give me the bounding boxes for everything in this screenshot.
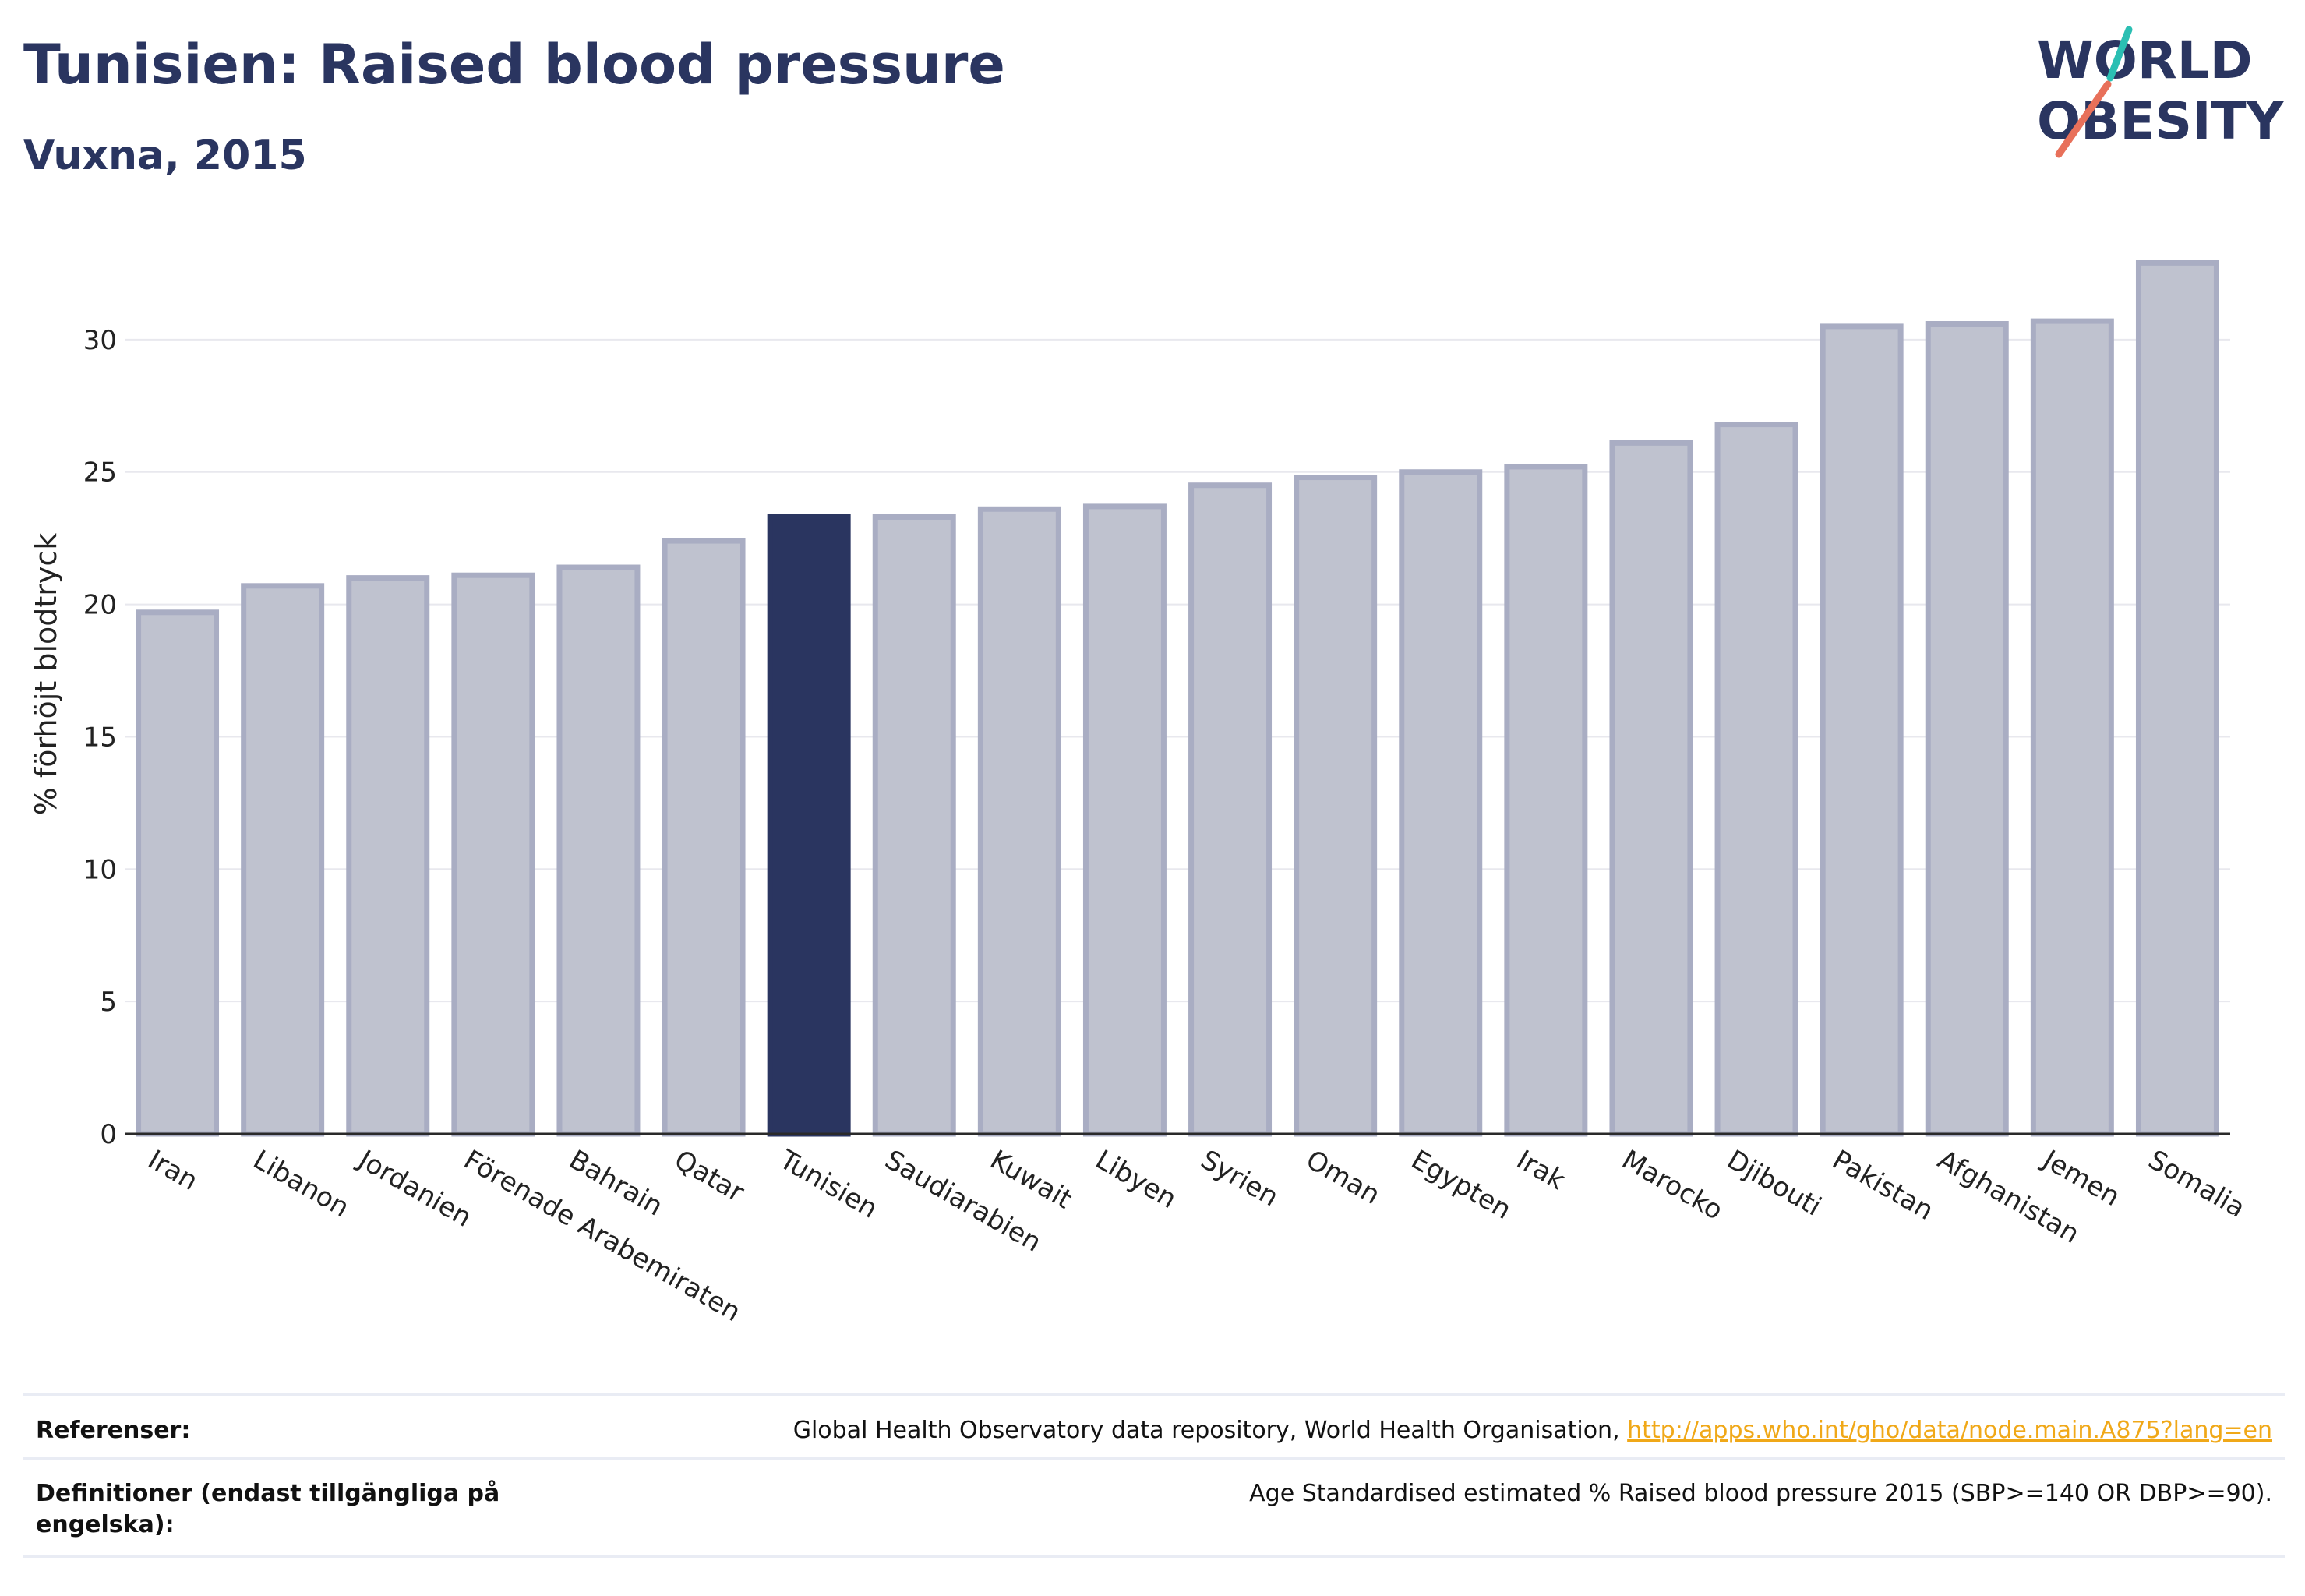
references-text: Global Health Observatory data repositor… <box>792 1417 1628 1444</box>
x-tick-label: Pakistan <box>1827 1144 1939 1227</box>
bar <box>977 506 1061 1137</box>
bar <box>662 538 746 1137</box>
bar <box>1399 469 1483 1137</box>
y-tick-label: 0 <box>100 1119 117 1150</box>
x-tick-label: Libyen <box>1090 1144 1181 1215</box>
bar <box>872 514 956 1137</box>
x-tick-label: Egypten <box>1406 1144 1516 1226</box>
x-tick-label: Somalia <box>2143 1144 2250 1224</box>
chart-subtitle: Vuxna, 2015 <box>23 132 307 179</box>
bar <box>2135 260 2219 1137</box>
y-axis-title: % förhöjt blodtryck <box>29 533 63 816</box>
bar <box>136 609 220 1137</box>
bar <box>1609 440 1693 1137</box>
definitions-label: Definitioner (endast tillgängliga på eng… <box>36 1480 500 1538</box>
bar <box>556 564 641 1137</box>
x-tick-label: Syrien <box>1195 1144 1283 1213</box>
y-tick-label: 25 <box>83 457 117 489</box>
x-tick-label: Oman <box>1301 1144 1385 1211</box>
bar-highlight <box>767 514 851 1137</box>
bar <box>2030 318 2114 1137</box>
bar <box>1082 503 1167 1137</box>
world-obesity-logo: WORLD OBESITY <box>2037 26 2285 158</box>
references-label: Referenser: <box>36 1417 191 1444</box>
x-tick-label: Tunisien <box>774 1144 883 1225</box>
grid-lines <box>125 338 2230 1003</box>
x-tick-label: Djibouti <box>1722 1144 1827 1223</box>
bar <box>1188 482 1273 1137</box>
footer-bottom-border <box>23 1555 2285 1558</box>
y-tick-label: 10 <box>83 854 117 885</box>
y-tick-label: 5 <box>100 987 117 1018</box>
bars <box>136 260 2219 1137</box>
bar <box>451 572 535 1137</box>
logo-slash-bottom <box>2055 80 2112 158</box>
y-tick-label: 20 <box>83 590 117 621</box>
bar <box>1714 422 1798 1137</box>
bar <box>1504 464 1588 1137</box>
bar <box>1925 321 2009 1137</box>
references-value: Global Health Observatory data repositor… <box>793 1415 2272 1446</box>
references-row: Referenser: Global Health Observatory da… <box>23 1393 2285 1460</box>
x-tick-label: Irak <box>1511 1144 1570 1196</box>
x-tick-label: Marocko <box>1616 1144 1728 1227</box>
definitions-row: Definitioner (endast tillgängliga på eng… <box>23 1457 2285 1558</box>
x-tick-label: Libanon <box>248 1144 355 1223</box>
chart-title: Tunisien: Raised blood pressure <box>23 33 1005 97</box>
x-tick-label: Qatar <box>669 1144 750 1209</box>
x-tick-label: Jordanien <box>352 1143 477 1234</box>
bar <box>241 583 325 1137</box>
bar <box>1820 323 1904 1137</box>
definitions-value: Age Standardised estimated % Raised bloo… <box>1249 1480 2272 1507</box>
bar <box>346 575 430 1137</box>
x-tick-label: Iran <box>143 1144 203 1197</box>
references-link[interactable]: http://apps.who.int/gho/data/node.main.A… <box>1627 1417 2272 1444</box>
bar <box>1294 475 1378 1137</box>
y-axis-ticks: 0 5 10 15 20 25 30 <box>83 325 117 1150</box>
logo-text-world: WORLD <box>2037 30 2253 90</box>
y-tick-label: 30 <box>83 325 117 356</box>
logo-slash-top <box>2106 26 2133 82</box>
y-tick-label: 15 <box>83 722 117 753</box>
